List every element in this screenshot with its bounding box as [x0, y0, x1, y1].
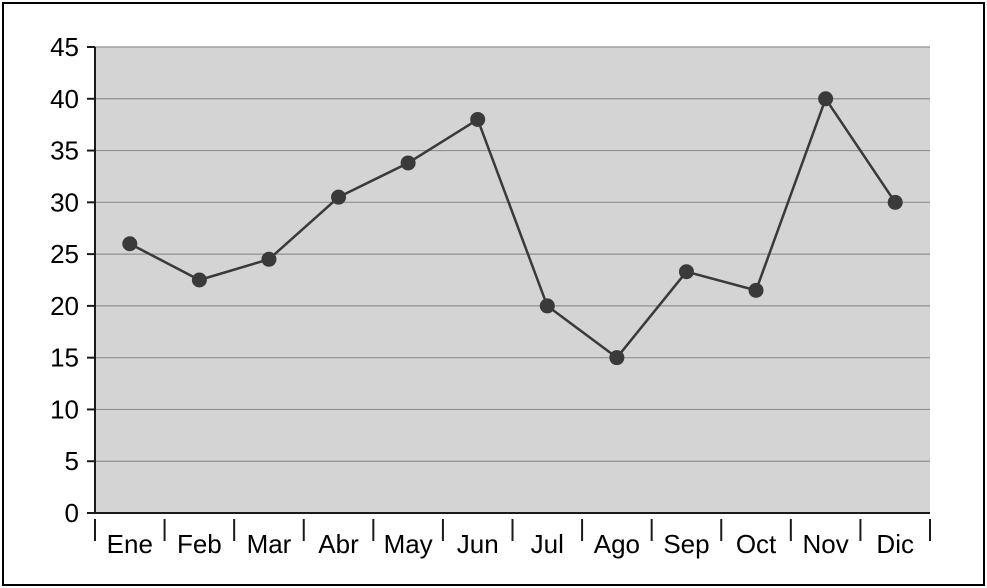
y-tick-label: 35 [50, 136, 79, 166]
y-tick-label: 30 [50, 187, 79, 217]
y-tick-label: 10 [50, 394, 79, 424]
x-tick-label: Sep [663, 529, 709, 559]
y-tick-label: 40 [50, 84, 79, 114]
x-tick-label: Dic [876, 529, 914, 559]
x-tick-label: Feb [177, 529, 222, 559]
series-line [128, 97, 897, 359]
x-tick-label: Nov [803, 529, 849, 559]
data-point [470, 111, 486, 127]
data-point [609, 350, 625, 366]
plot-area [95, 47, 930, 513]
x-tick-label: Ago [594, 529, 640, 559]
data-point [331, 189, 347, 205]
y-tick-label: 15 [50, 343, 79, 373]
data-point [818, 91, 834, 107]
x-tick-label: Abr [318, 529, 359, 559]
data-point [122, 236, 138, 252]
data-point [678, 264, 694, 280]
x-tick-label: Oct [736, 529, 777, 559]
data-point [191, 272, 207, 288]
data-point [539, 298, 555, 314]
data-point [748, 282, 764, 298]
x-tick-label: May [384, 529, 433, 559]
data-point [400, 155, 416, 171]
x-tick-label: Jun [457, 529, 499, 559]
x-tick-label: Mar [247, 529, 292, 559]
x-tick-label: Jul [531, 529, 564, 559]
y-tick-label: 25 [50, 239, 79, 269]
y-tick-label: 20 [50, 291, 79, 321]
y-tick-label: 0 [65, 498, 79, 528]
y-tick-label: 5 [65, 446, 79, 476]
data-point [261, 251, 277, 267]
y-tick-label: 45 [50, 32, 79, 62]
x-tick-label: Ene [107, 529, 153, 559]
data-point [887, 194, 903, 210]
